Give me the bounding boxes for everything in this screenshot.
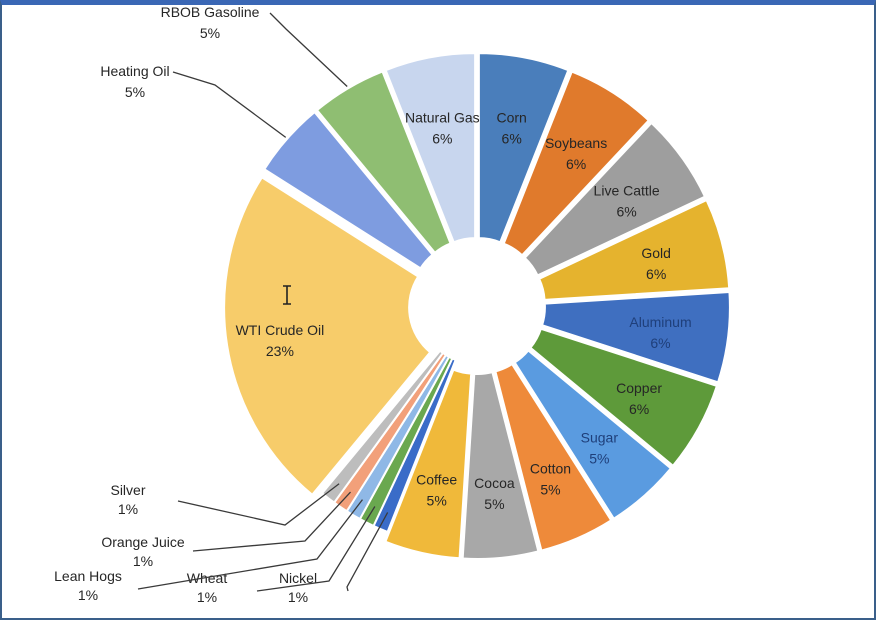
slice-value-gold: 6% (646, 266, 666, 282)
slice-label-wti-crude-oil: WTI Crude Oil (236, 322, 325, 338)
slice-label-aluminum: Aluminum (629, 314, 691, 330)
slice-label-lean-hogs: Lean Hogs (54, 568, 122, 584)
slice-cotton (494, 362, 613, 552)
pie-chart: Corn 6% Soybeans 6% Live Cattle 6% Gold 6% Alumi… (54, 5, 731, 605)
slice-label-corn: Corn (496, 109, 526, 125)
slice-label-nickel: Nickel (279, 570, 317, 586)
slice-aluminum (540, 290, 731, 384)
slice-cocoa (461, 370, 540, 560)
slice-value-copper: 6% (629, 401, 649, 417)
leader-line-heating-oil (172, 71, 287, 138)
slice-corn (477, 52, 570, 244)
slice-value-wti-crude-oil: 23% (266, 343, 294, 359)
slice-label-rbob-gasoline: RBOB Gasoline (161, 5, 260, 20)
slice-gold (537, 198, 731, 301)
slice-silver (320, 349, 445, 504)
slice-value-coffee: 5% (427, 493, 447, 509)
slice-value-wheat: 1% (197, 589, 217, 605)
leader-line-rbob-gasoline (269, 12, 348, 87)
slice-label-heating-oil: Heating Oil (100, 63, 169, 79)
slice-sugar (513, 349, 673, 521)
slice-label-natural-gas: Natural Gas (405, 109, 480, 125)
slice-value-nickel: 1% (288, 589, 308, 605)
slice-label-copper: Copper (616, 380, 662, 396)
slice-copper (529, 327, 719, 468)
slice-label-gold: Gold (641, 245, 671, 261)
slice-wti-crude-oil (223, 175, 432, 497)
slice-value-aluminum: 6% (650, 335, 670, 351)
slice-label-live-cattle: Live Cattle (594, 182, 660, 198)
slice-rbob-gasoline (315, 70, 452, 255)
slice-natural-gas (384, 52, 477, 244)
slice-value-natural-gas: 6% (432, 130, 452, 146)
slice-live-cattle (523, 121, 707, 277)
leader-line-orange-juice (192, 491, 352, 552)
text-cursor-icon (283, 285, 291, 305)
slice-value-cotton: 5% (540, 482, 560, 498)
slice-label-silver: Silver (110, 482, 145, 498)
leader-line-wheat (256, 506, 376, 592)
slice-label-cotton: Cotton (530, 461, 571, 477)
slice-soybeans (502, 70, 651, 257)
slice-label-coffee: Coffee (416, 472, 457, 488)
slice-label-cocoa: Cocoa (474, 475, 515, 491)
slice-label-orange-juice: Orange Juice (101, 534, 184, 550)
leader-line-nickel (346, 512, 389, 592)
slice-coffee (384, 368, 473, 560)
slice-value-silver: 1% (118, 501, 138, 517)
slice-value-orange-juice: 1% (133, 553, 153, 569)
slice-value-lean-hogs: 1% (78, 587, 98, 603)
slice-value-cocoa: 5% (484, 496, 504, 512)
slice-label-soybeans: Soybeans (545, 135, 607, 151)
slice-label-sugar: Sugar (581, 430, 619, 446)
slice-value-corn: 6% (502, 130, 522, 146)
slice-heating-oil (262, 110, 434, 270)
leader-line-silver (177, 483, 340, 526)
slice-value-live-cattle: 6% (617, 203, 637, 219)
slice-value-heating-oil: 5% (125, 84, 145, 100)
leader-line-lean-hogs (137, 499, 363, 590)
slice-value-sugar: 5% (589, 451, 609, 467)
slice-value-soybeans: 6% (566, 156, 586, 172)
slice-value-rbob-gasoline: 5% (200, 25, 220, 41)
